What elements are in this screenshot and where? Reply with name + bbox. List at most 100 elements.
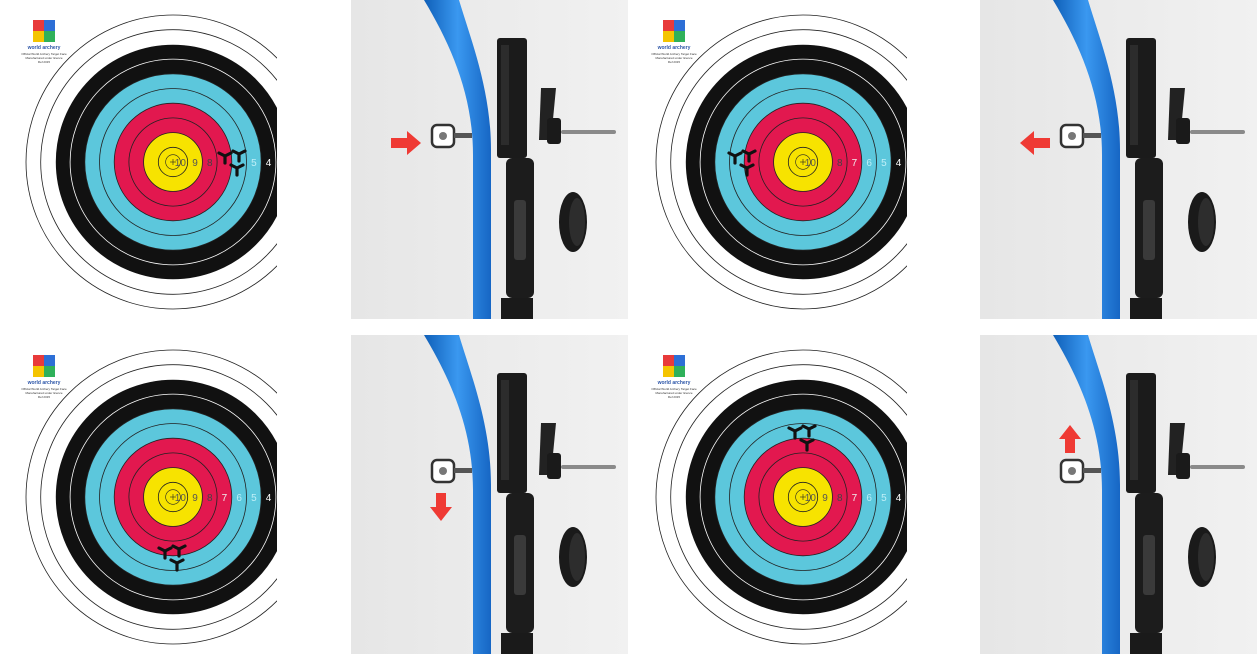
ring-label: 8 <box>837 158 843 169</box>
sight-photo <box>980 335 1257 654</box>
mount-knob-face <box>1198 198 1214 246</box>
world-archery-note: Ref 2015 <box>668 395 681 399</box>
ring-label: 5 <box>251 493 257 504</box>
ring-label: 10 <box>805 158 817 169</box>
elevation-knob <box>547 453 561 479</box>
ring-label: 7 <box>222 493 228 504</box>
sight-base <box>1130 298 1162 319</box>
world-archery-note: Ref 2015 <box>38 60 51 64</box>
ring-label: 9 <box>822 493 828 504</box>
ring-label: 7 <box>852 158 858 169</box>
ring-label: 8 <box>837 493 843 504</box>
sight-track <box>501 380 509 480</box>
sight-pin-dot <box>439 467 447 475</box>
ring-label: 8 <box>207 493 213 504</box>
elevation-knob <box>1176 453 1190 479</box>
world-archery-note: Official World Archery Target Face <box>21 52 67 56</box>
arrow-hit-icon <box>217 151 233 165</box>
world-archery-label: world archery <box>27 45 61 51</box>
bow-riser <box>1053 0 1120 319</box>
world-archery-note: Official World Archery Target Face <box>651 387 697 391</box>
ring-label: 8 <box>207 158 213 169</box>
bow-riser <box>424 335 491 654</box>
arrow-left-icon <box>1020 131 1050 155</box>
sight-base <box>501 298 533 319</box>
world-archery-label: world archery <box>657 45 691 51</box>
ring-label: 9 <box>192 493 198 504</box>
elevation-knob <box>547 118 561 144</box>
ring-label: 6 <box>236 493 242 504</box>
ring-label: 10 <box>805 493 817 504</box>
sight-pin-dot <box>1068 132 1076 140</box>
ring-label: 4 <box>896 158 902 169</box>
arrow-hit-icon <box>169 558 185 572</box>
ring-label: 4 <box>266 493 272 504</box>
sight-pin-rod <box>1083 133 1101 138</box>
mount-knob-face <box>1198 533 1214 581</box>
world-archery-note: Manufactured under licence <box>655 391 692 395</box>
ring-label: 6 <box>866 158 872 169</box>
arrow-hit-icon <box>787 426 803 440</box>
sight-track <box>1130 45 1138 145</box>
arrow-hit-icon <box>157 546 173 560</box>
ring-label: 5 <box>881 493 887 504</box>
ring-label: 6 <box>866 493 872 504</box>
sight-pin-dot <box>1068 467 1076 475</box>
ring-label: 10 <box>175 493 187 504</box>
arrow-hit-icon <box>171 544 187 558</box>
world-archery-note: Official World Archery Target Face <box>21 387 67 391</box>
sight-base <box>1130 633 1162 654</box>
arrow-hit-icon <box>739 163 755 177</box>
bow-riser <box>424 0 491 319</box>
ring-label: 5 <box>881 158 887 169</box>
world-archery-note: Manufactured under licence <box>25 391 62 395</box>
arrow-right-icon <box>391 131 421 155</box>
sight-pin-rod <box>1083 468 1101 473</box>
ring-label: 5 <box>251 158 257 169</box>
world-archery-note: Manufactured under licence <box>655 56 692 60</box>
sight-panel-2 <box>980 0 1257 319</box>
world-archery-label: world archery <box>657 380 691 386</box>
target-x-ring <box>795 489 811 505</box>
mount-slot <box>1143 200 1155 260</box>
ring-label: 9 <box>192 158 198 169</box>
world-archery-note: Ref 2015 <box>38 395 51 399</box>
arrow-hit-icon <box>741 149 757 163</box>
sight-pin-dot <box>439 132 447 140</box>
ring-label: 4 <box>896 493 902 504</box>
windage-screw <box>1190 130 1245 134</box>
sight-base <box>501 633 533 654</box>
arrow-up-icon <box>1059 425 1081 453</box>
target-x-ring <box>165 154 181 170</box>
ring-label: 4 <box>266 158 272 169</box>
sight-pin-rod <box>454 468 472 473</box>
sight-panel-4 <box>980 335 1257 654</box>
sight-panel-3 <box>351 335 628 654</box>
windage-screw <box>561 465 616 469</box>
windage-screw <box>1190 465 1245 469</box>
world-archery-note: Ref 2015 <box>668 60 681 64</box>
mount-knob-face <box>569 533 585 581</box>
sight-track <box>501 45 509 145</box>
elevation-knob <box>1176 118 1190 144</box>
mount-slot <box>514 200 526 260</box>
sight-photo <box>351 0 628 319</box>
sight-photo <box>351 335 628 654</box>
bow-riser <box>1053 335 1120 654</box>
sight-track <box>1130 380 1138 480</box>
ring-label: 7 <box>852 493 858 504</box>
arrow-hit-icon <box>801 424 817 438</box>
ring-label: 10 <box>175 158 187 169</box>
